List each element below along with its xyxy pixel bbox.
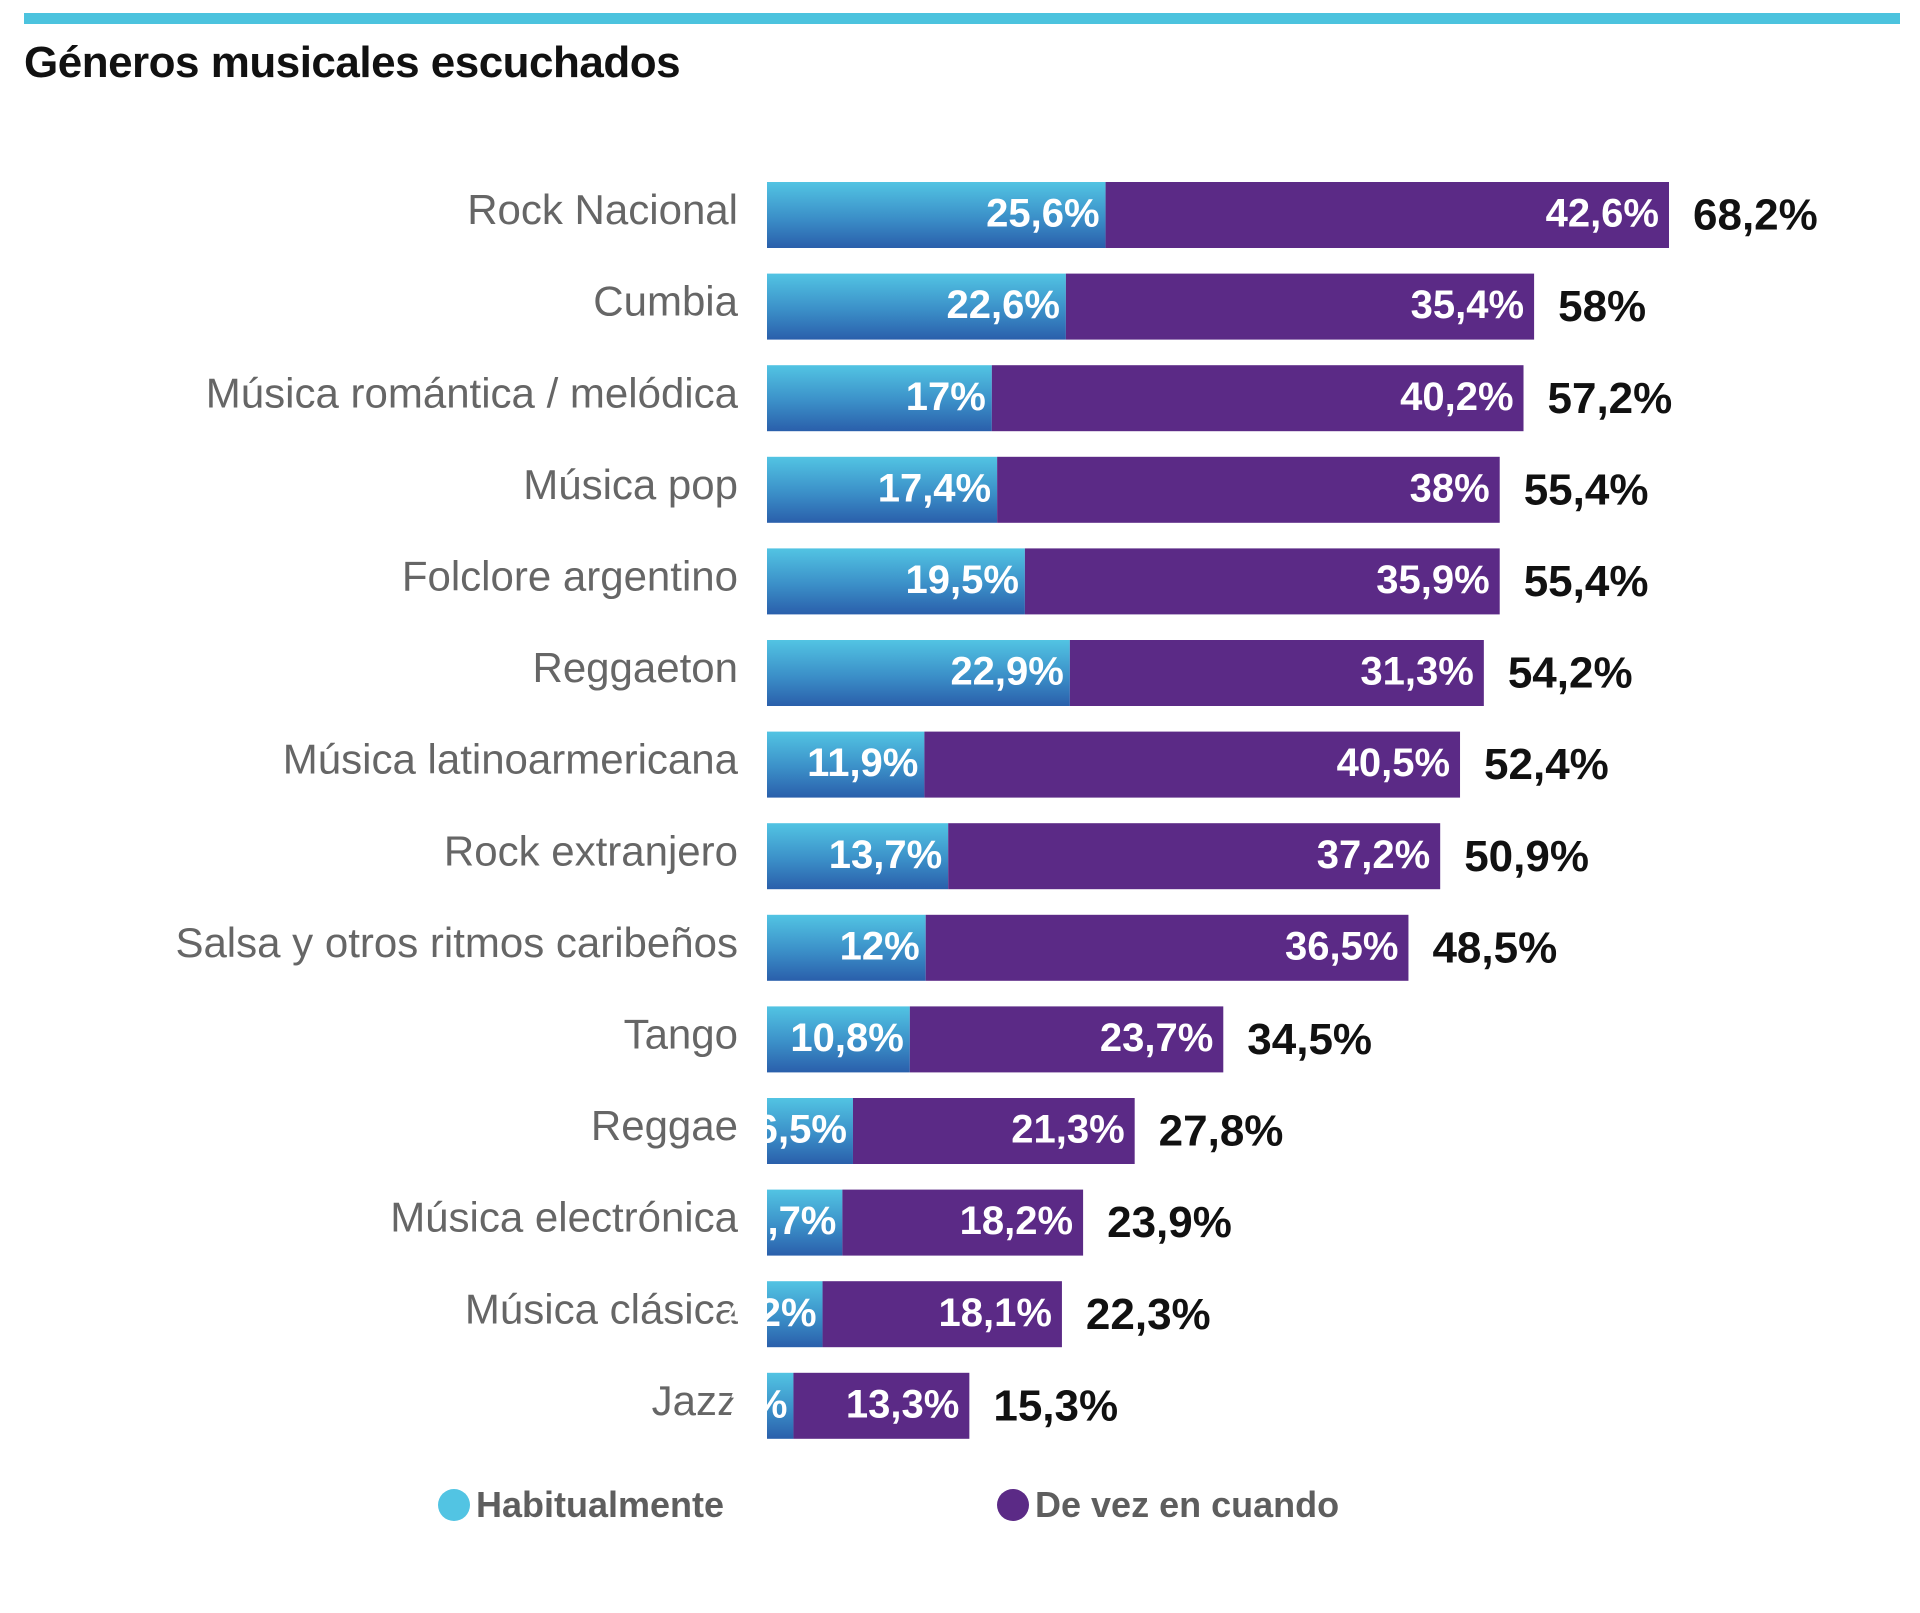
- bar-de-vez-en-cuando: [1024, 548, 1500, 615]
- category-label: Cumbia: [593, 278, 738, 325]
- legend-dot-icon: [997, 1489, 1029, 1521]
- category-label: Reggaeton: [532, 644, 738, 691]
- total-label: 48,5%: [1432, 923, 1557, 972]
- value-label-habitualmente: 17%: [906, 375, 986, 419]
- top-accent-rule: [24, 13, 1900, 24]
- total-label: 23,9%: [1107, 1198, 1232, 1247]
- total-label: 50,9%: [1464, 832, 1589, 881]
- bar-habitualmente: [767, 640, 1070, 706]
- total-label: 68,2%: [1693, 191, 1818, 240]
- legend: Habitualmente De vez en cuando: [0, 1484, 1920, 1528]
- bar-habitualmente: [767, 548, 1025, 615]
- value-label-de-vez-en-cuando: 35,9%: [1376, 558, 1489, 602]
- category-label: Reggae: [591, 1102, 738, 1149]
- value-label-de-vez-en-cuando: 38%: [1410, 466, 1490, 510]
- category-label: Música electrónica: [390, 1194, 738, 1241]
- category-label: Folclore argentino: [402, 552, 738, 599]
- value-label-de-vez-en-cuando: 21,3%: [1011, 1108, 1124, 1152]
- total-label: 34,5%: [1247, 1015, 1372, 1064]
- bar-de-vez-en-cuando: [924, 731, 1461, 798]
- bar-de-vez-en-cuando: [991, 365, 1524, 432]
- bar-habitualmente: [767, 273, 1066, 340]
- value-label-habitualmente: 22,9%: [950, 650, 1063, 694]
- bar-de-vez-en-cuando: [909, 1006, 1224, 1073]
- bar-habitualmente: [767, 1189, 843, 1256]
- total-label: 15,3%: [993, 1381, 1118, 1430]
- bar-habitualmente: [767, 182, 1106, 248]
- value-label-habitualmente: 11,9%: [807, 741, 918, 785]
- total-label: 57,2%: [1548, 374, 1673, 423]
- value-label-de-vez-en-cuando: 13,3%: [846, 1382, 959, 1426]
- category-label: Salsa y otros ritmos caribeños: [175, 919, 738, 966]
- value-label-habitualmente: 5,7%: [745, 1199, 836, 1243]
- bar-habitualmente: [767, 914, 926, 981]
- category-label: Música latinoarmericana: [283, 736, 739, 783]
- bar-de-vez-en-cuando: [842, 1189, 1084, 1256]
- legend-item-de-vez-en-cuando: De vez en cuando: [997, 1484, 1339, 1526]
- value-label-habitualmente: 4,2%: [725, 1291, 816, 1335]
- value-label-de-vez-en-cuando: 40,2%: [1400, 375, 1513, 419]
- bar-de-vez-en-cuando: [925, 914, 1409, 981]
- category-label: Música pop: [523, 461, 738, 508]
- value-label-de-vez-en-cuando: 35,4%: [1411, 283, 1524, 327]
- legend-item-habitualmente: Habitualmente: [438, 1484, 724, 1526]
- total-label: 27,8%: [1159, 1107, 1284, 1156]
- category-label: Rock Nacional: [467, 186, 738, 233]
- bar-de-vez-en-cuando: [793, 1372, 970, 1439]
- value-label-habitualmente: 19,5%: [905, 558, 1018, 602]
- value-label-de-vez-en-cuando: 40,5%: [1337, 741, 1450, 785]
- category-label: Música romántica / melódica: [206, 369, 739, 416]
- stacked-bar-chart: Rock Nacional 25,6% 42,6% 68,2% Cumbia 22,6% 3…: [175, 182, 1818, 1439]
- bar-habitualmente: [767, 365, 992, 432]
- value-label-habitualmente: 25,6%: [986, 192, 1099, 236]
- value-label-habitualmente: 22,6%: [946, 283, 1059, 327]
- bar-habitualmente: [767, 1098, 853, 1164]
- bar-habitualmente: [767, 456, 998, 523]
- category-label: Tango: [624, 1010, 738, 1057]
- bar-habitualmente: [767, 1006, 910, 1073]
- bar-de-vez-en-cuando: [1105, 182, 1669, 248]
- category-label: Jazz: [652, 1377, 738, 1424]
- value-label-de-vez-en-cuando: 37,2%: [1317, 833, 1430, 877]
- total-label: 52,4%: [1484, 740, 1609, 789]
- total-label: 55,4%: [1524, 465, 1649, 514]
- category-label: Rock extranjero: [444, 827, 738, 874]
- bar-habitualmente: [767, 1281, 823, 1348]
- total-label: 54,2%: [1508, 649, 1633, 698]
- value-label-de-vez-en-cuando: 36,5%: [1285, 924, 1398, 968]
- value-label-habitualmente: 2%: [730, 1382, 788, 1426]
- bar-de-vez-en-cuando: [1069, 640, 1484, 706]
- total-label: 22,3%: [1086, 1290, 1211, 1339]
- value-label-de-vez-en-cuando: 18,1%: [939, 1291, 1052, 1335]
- bar-habitualmente: [767, 731, 925, 798]
- bar-habitualmente: [767, 823, 949, 890]
- legend-dot-icon: [438, 1489, 470, 1521]
- bar-de-vez-en-cuando: [997, 456, 1500, 523]
- bar-de-vez-en-cuando: [852, 1098, 1135, 1164]
- value-label-de-vez-en-cuando: 23,7%: [1100, 1016, 1213, 1060]
- category-label: Música clásica: [465, 1285, 739, 1332]
- bar-de-vez-en-cuando: [1065, 273, 1535, 340]
- value-label-habitualmente: 10,8%: [790, 1016, 903, 1060]
- legend-label: Habitualmente: [476, 1484, 725, 1525]
- bar-de-vez-en-cuando: [948, 823, 1441, 890]
- value-label-habitualmente: 17,4%: [878, 466, 991, 510]
- chart-title: Géneros musicales escuchados: [24, 38, 681, 87]
- value-label-de-vez-en-cuando: 18,2%: [960, 1199, 1073, 1243]
- value-label-de-vez-en-cuando: 31,3%: [1360, 650, 1473, 694]
- total-label: 55,4%: [1524, 557, 1649, 606]
- value-label-de-vez-en-cuando: 42,6%: [1546, 192, 1659, 236]
- value-label-habitualmente: 12%: [840, 924, 920, 968]
- total-label: 58%: [1558, 282, 1646, 331]
- bar-habitualmente: [767, 1372, 794, 1439]
- legend-label: De vez en cuando: [1035, 1484, 1340, 1525]
- value-label-habitualmente: 6,5%: [756, 1108, 847, 1152]
- value-label-habitualmente: 13,7%: [829, 833, 942, 877]
- bar-de-vez-en-cuando: [822, 1281, 1062, 1348]
